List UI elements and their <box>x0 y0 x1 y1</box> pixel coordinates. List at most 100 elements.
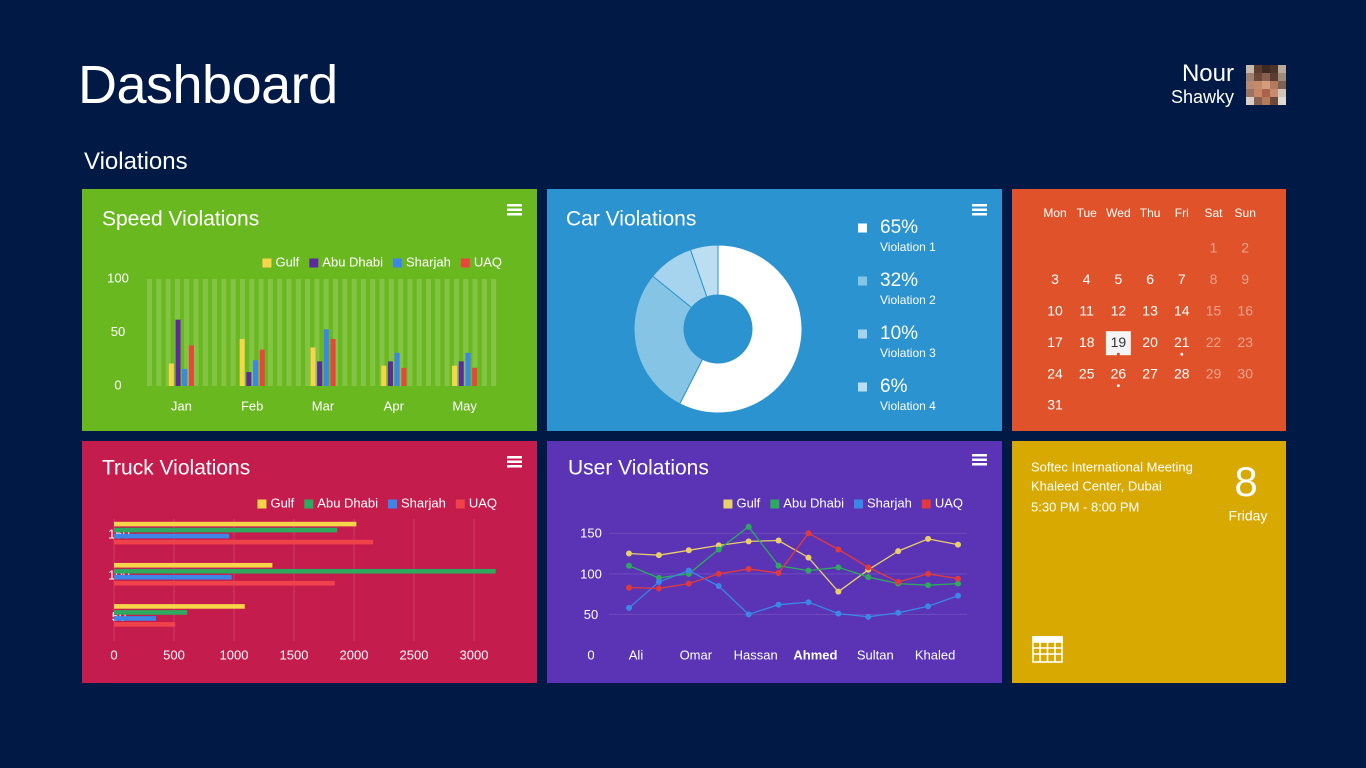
calendar-day[interactable]: 6 <box>1146 271 1154 287</box>
bar <box>458 361 464 386</box>
data-point <box>955 541 961 548</box>
user-first-name[interactable]: Nour <box>1181 60 1234 87</box>
legend-swatch <box>388 499 398 509</box>
weekday-label: Mon <box>1043 206 1066 220</box>
calendar-day[interactable]: 13 <box>1142 303 1158 319</box>
calendar-day[interactable]: 20 <box>1142 334 1158 350</box>
bar <box>465 352 471 386</box>
calendar-day[interactable]: 3 <box>1051 271 1059 287</box>
legend-label: Sharjah <box>401 495 446 510</box>
data-point <box>925 603 932 610</box>
chart-title: Truck Violations <box>102 457 250 480</box>
calendar-day[interactable]: 8 <box>1210 271 1218 287</box>
menu-icon[interactable] <box>972 204 987 216</box>
menu-icon[interactable] <box>972 454 987 466</box>
calendar-day[interactable]: 31 <box>1047 397 1063 413</box>
calendar-icon[interactable] <box>1032 636 1063 663</box>
bar <box>114 527 338 533</box>
bar <box>114 580 335 586</box>
bar <box>114 562 273 568</box>
calendar-day[interactable]: 12 <box>1111 303 1127 319</box>
donut-slice <box>633 275 704 405</box>
today-highlight <box>1105 331 1131 356</box>
x-tick-label: 3000 <box>460 647 489 662</box>
calendar-day[interactable]: 30 <box>1237 365 1253 381</box>
stripe <box>184 279 190 386</box>
series-line <box>628 569 959 618</box>
calendar-day[interactable]: 2 <box>1241 240 1249 256</box>
x-tick-label: 2500 <box>400 647 429 662</box>
stripe <box>305 279 311 386</box>
speed-tile: Speed Violations UAQ Sharjah Abu Dhabi Gulf… <box>82 189 537 431</box>
menu-icon[interactable] <box>507 456 522 468</box>
bar <box>114 616 156 621</box>
legend-swatch <box>854 499 864 509</box>
calendar-day[interactable]: 7 <box>1178 271 1186 287</box>
event-day: 8 <box>1234 458 1257 505</box>
stripe <box>426 279 431 386</box>
x-tick-label: Apr <box>384 398 405 413</box>
calendar-day[interactable]: 26 <box>1111 365 1127 381</box>
event: Softec International Meeting Khaleed Cen… <box>1031 458 1268 663</box>
legend-value: 32% <box>880 270 918 291</box>
stripe <box>230 279 236 386</box>
section-title: Violations <box>84 148 188 175</box>
calendar-day[interactable]: 18 <box>1079 334 1095 350</box>
user-avatar[interactable] <box>1246 65 1286 105</box>
stripe <box>156 279 162 386</box>
calendar-day[interactable]: 10 <box>1047 303 1063 319</box>
data-point <box>835 546 842 553</box>
stripe <box>398 279 404 386</box>
menu-icon[interactable] <box>507 204 522 216</box>
calendar-day[interactable]: 29 <box>1206 365 1222 381</box>
user-last-name[interactable]: Shawky <box>1170 87 1234 107</box>
stripe <box>193 279 199 386</box>
calendar-day[interactable]: 16 <box>1237 303 1253 319</box>
data-point <box>865 574 872 581</box>
legend-label: Violation 3 <box>880 346 936 360</box>
legend-label: Violation 4 <box>880 399 936 413</box>
legend-swatch <box>770 499 780 509</box>
legend-label: UAQ <box>935 495 963 510</box>
calendar-day[interactable]: 25 <box>1079 365 1095 381</box>
data-point <box>775 537 782 544</box>
x-tick-label: 1500 <box>280 647 309 662</box>
calendar-day[interactable]: 22 <box>1206 334 1222 350</box>
calendar-day[interactable]: 17 <box>1047 334 1063 350</box>
calendar-day[interactable]: 24 <box>1047 365 1063 381</box>
calendar-day[interactable]: 14 <box>1174 303 1190 319</box>
calendar-day[interactable]: 1 <box>1210 240 1218 256</box>
y-tick-label: 100 <box>580 566 602 581</box>
legend-swatch <box>858 329 867 339</box>
calendar-day[interactable]: 23 <box>1237 334 1253 350</box>
event-tile[interactable]: Softec International Meeting Khaleed Cen… <box>1012 441 1286 683</box>
legend-value: 10% <box>880 323 918 344</box>
stripe <box>407 279 413 386</box>
calendar-day[interactable]: 4 <box>1083 271 1091 287</box>
calendar-day[interactable]: 15 <box>1206 303 1222 319</box>
calendar-day[interactable]: 21 <box>1174 334 1190 350</box>
event-dot <box>1117 352 1120 356</box>
data-point <box>835 588 842 595</box>
event-weekday: Friday <box>1229 508 1268 524</box>
legend-swatch <box>262 258 272 268</box>
truck-chart: Truck Violations UAQ Sharjah Abu Dhabi Gulf… <box>102 456 522 662</box>
calendar-day[interactable]: 9 <box>1241 271 1249 287</box>
stripe <box>388 279 394 386</box>
data-point <box>685 580 692 587</box>
x-tick-label: Hassan <box>734 647 778 662</box>
y-tick-label: 0 <box>114 377 121 392</box>
calendar-day[interactable]: 11 <box>1079 303 1094 319</box>
data-point <box>865 613 872 620</box>
calendar-day[interactable]: 5 <box>1115 271 1123 287</box>
data-point <box>805 567 812 574</box>
calendar-day[interactable]: 28 <box>1174 365 1190 381</box>
stripe <box>379 279 385 386</box>
legend-label: Sharjah <box>406 254 451 269</box>
calendar-day[interactable]: 19 <box>1111 334 1127 350</box>
calendar-day[interactable]: 27 <box>1142 365 1158 381</box>
data-point <box>775 570 782 577</box>
stripe <box>481 279 487 386</box>
event-title: Softec International Meeting <box>1031 459 1193 474</box>
x-tick-label: Mar <box>312 398 335 413</box>
